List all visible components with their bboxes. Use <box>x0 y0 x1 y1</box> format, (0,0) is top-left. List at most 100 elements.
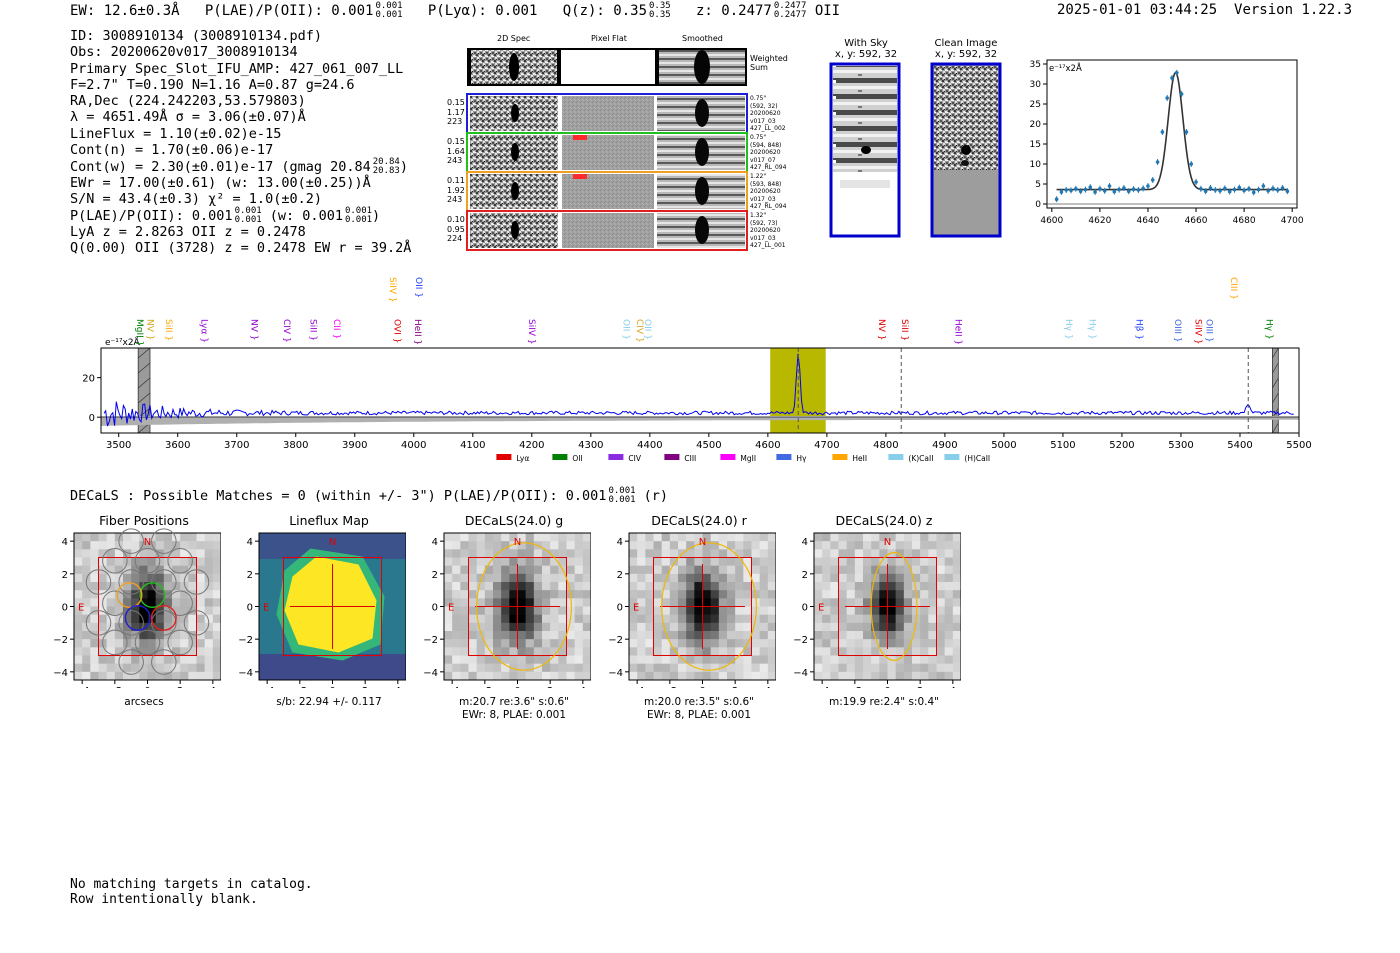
image-pixel <box>952 663 961 673</box>
image-pixel <box>98 647 107 656</box>
image-pixel <box>212 549 221 558</box>
image-pixel <box>944 631 954 640</box>
image-pixel <box>147 663 156 673</box>
spectrum-line-label: SiIV } <box>1193 319 1203 345</box>
image-pixel <box>123 631 132 640</box>
decals-x-tick-label: 0 <box>329 686 335 688</box>
image-pixel <box>574 663 584 673</box>
cutout-right-label: 427_LL_001 <box>750 242 786 250</box>
detection-info: ID: 3008910134 (3008910134.pdf) Obs: 202… <box>70 28 411 256</box>
linefit-data-point <box>1083 187 1088 192</box>
image-pixel <box>718 631 728 640</box>
image-pixel <box>452 598 461 607</box>
image-pixel <box>74 598 83 607</box>
image-pixel <box>694 582 703 591</box>
image-pixel <box>645 598 654 607</box>
image-pixel <box>846 614 856 624</box>
image-pixel <box>82 639 91 648</box>
image-pixel <box>678 573 687 583</box>
image-pixel <box>854 614 864 624</box>
fiber-circle <box>151 569 177 595</box>
decals-panel-image: NE−4−4−2−2002244 <box>53 528 221 688</box>
image-pixel <box>645 590 654 599</box>
image-pixel <box>212 533 221 542</box>
cutout-right-label: 1.22" <box>750 173 767 180</box>
decals-panel-title: Lineflux Map <box>289 513 369 528</box>
image-pixel <box>550 671 559 681</box>
image-pixel <box>718 590 728 599</box>
decals-x-tick-label: −4 <box>630 686 645 688</box>
galaxy-ellipse <box>870 551 918 662</box>
cutout-grid <box>466 48 748 251</box>
cutout-source <box>511 143 519 161</box>
image-pixel <box>879 590 888 599</box>
image-pixel <box>846 549 856 558</box>
image-pixel <box>952 565 961 575</box>
image-pixel <box>936 622 945 632</box>
image-pixel <box>525 573 535 583</box>
image-pixel <box>814 590 823 599</box>
image-pixel <box>139 606 148 615</box>
linefit-data-point <box>1280 186 1285 190</box>
spectrum-line-label: OVI } <box>391 319 401 343</box>
image-pixel <box>759 582 769 591</box>
with-sky-title: With Sky <box>844 38 888 49</box>
image-pixel <box>204 655 214 664</box>
image-pixel <box>735 671 744 681</box>
image-pixel <box>452 647 461 656</box>
image-pixel <box>550 598 559 607</box>
image-pixel <box>106 533 116 542</box>
image-pixel <box>759 565 769 575</box>
image-pixel <box>484 639 494 648</box>
image-pixel <box>887 647 896 656</box>
image-pixel <box>98 631 107 640</box>
linefit-x-tick-label: 4660 <box>1185 216 1208 226</box>
image-pixel <box>509 663 518 673</box>
image-pixel <box>863 606 872 615</box>
cutout-right-label: (593, 848) <box>750 180 782 188</box>
image-pixel <box>196 639 205 648</box>
image-pixel <box>879 606 888 615</box>
image-pixel <box>694 573 703 583</box>
weighted-sum-row <box>467 48 747 86</box>
image-pixel <box>727 631 736 640</box>
image-pixel <box>452 533 461 542</box>
image-pixel <box>838 671 847 681</box>
image-pixel <box>751 582 760 591</box>
image-pixel <box>468 557 477 566</box>
image-pixel <box>188 549 197 558</box>
image-pixel <box>887 549 896 558</box>
image-pixel <box>678 647 687 656</box>
image-pixel <box>533 582 543 591</box>
image-pixel <box>493 639 502 648</box>
image-pixel <box>476 533 486 542</box>
image-pixel <box>944 582 954 591</box>
spectrum-legend-swatch <box>888 454 904 460</box>
image-pixel <box>501 647 510 656</box>
image-pixel <box>686 549 695 558</box>
spectrum-line-label: SiII } <box>163 319 173 341</box>
image-pixel <box>854 663 864 673</box>
image-pixel <box>694 541 703 550</box>
image-pixel <box>484 598 494 607</box>
image-pixel <box>484 671 494 681</box>
image-pixel <box>542 541 551 550</box>
linefit-data-point <box>1069 188 1073 193</box>
image-pixel <box>751 647 760 656</box>
decals-panel-image: NE−4−4−2−2002244 <box>793 532 961 688</box>
image-pixel <box>172 639 181 648</box>
image-pixel <box>838 549 847 558</box>
image-pixel <box>74 655 83 664</box>
image-pixel <box>767 622 776 632</box>
spectrum-x-tick-label: 4800 <box>873 440 898 451</box>
image-pixel <box>767 614 776 624</box>
image-pixel <box>645 573 654 583</box>
image-pixel <box>517 541 526 550</box>
image-pixel <box>838 639 847 648</box>
image-pixel <box>517 655 526 664</box>
image-pixel <box>550 549 559 558</box>
image-pixel <box>710 606 720 615</box>
info-line: λ = 4651.49Å σ = 3.06(±0.07)Å <box>70 109 306 126</box>
aperture-box <box>838 557 937 656</box>
header-z-hi: 0.2477 <box>773 1 807 11</box>
